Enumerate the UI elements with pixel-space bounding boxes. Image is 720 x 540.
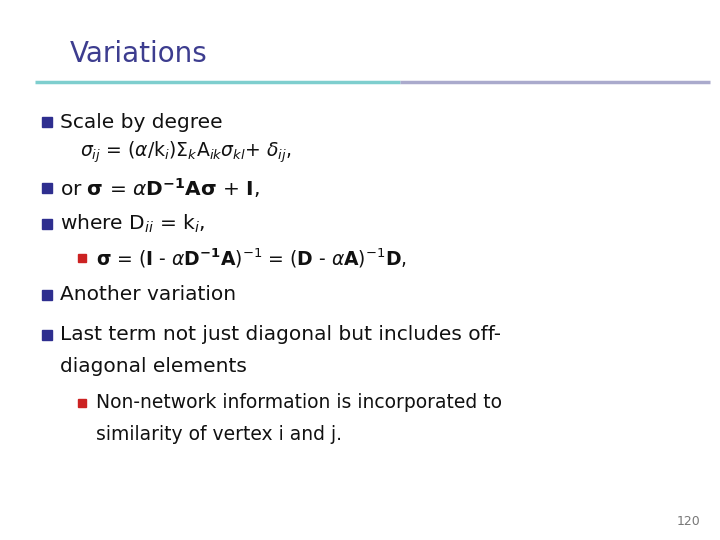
- Text: 120: 120: [676, 515, 700, 528]
- Bar: [78, 399, 86, 407]
- Bar: [42, 290, 52, 300]
- Text: $\sigma_{ij}$ = ($\alpha$/k$_i$)$\Sigma_k$A$_{ik}\sigma_{kl}$+ $\delta_{ij}$,: $\sigma_{ij}$ = ($\alpha$/k$_i$)$\Sigma_…: [80, 139, 292, 165]
- Text: diagonal elements: diagonal elements: [60, 357, 247, 376]
- Text: similarity of vertex i and j.: similarity of vertex i and j.: [96, 426, 342, 444]
- Text: $\mathbf{\sigma}$ = ($\mathbf{I}$ - $\alpha\mathbf{D^{-1}A}$)$^{-1}$ = ($\mathbf: $\mathbf{\sigma}$ = ($\mathbf{I}$ - $\al…: [96, 246, 407, 270]
- Bar: [42, 219, 52, 229]
- Text: or $\mathbf{\sigma}$ = $\alpha\mathbf{D^{-1}A\sigma}$ + $\mathbf{I}$,: or $\mathbf{\sigma}$ = $\alpha\mathbf{D^…: [60, 176, 259, 200]
- Text: where D$_{ii}$ = k$_i$,: where D$_{ii}$ = k$_i$,: [60, 213, 205, 235]
- Text: Scale by degree: Scale by degree: [60, 112, 222, 132]
- Bar: [78, 254, 86, 262]
- Bar: [42, 117, 52, 127]
- Text: Last term not just diagonal but includes off-: Last term not just diagonal but includes…: [60, 326, 501, 345]
- Bar: [42, 183, 52, 193]
- Bar: [42, 330, 52, 340]
- Text: Another variation: Another variation: [60, 286, 236, 305]
- Text: Non-network information is incorporated to: Non-network information is incorporated …: [96, 394, 502, 413]
- Text: Variations: Variations: [70, 40, 208, 68]
